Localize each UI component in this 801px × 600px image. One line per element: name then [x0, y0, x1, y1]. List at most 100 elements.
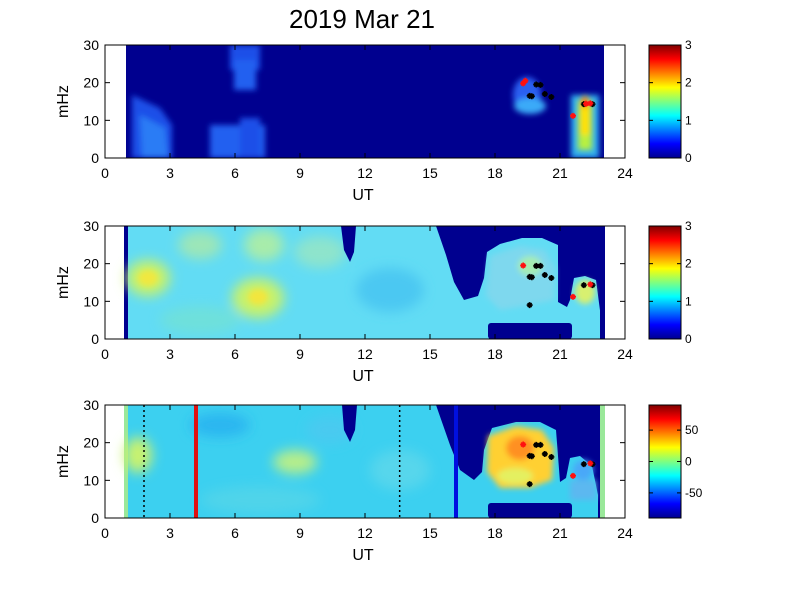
- panel-3-colorbar-tick-label: 50: [685, 423, 699, 437]
- panel-1-red-mark: [587, 100, 594, 107]
- panel-2-red-mark: [570, 293, 576, 300]
- panel-3-black-mark: [533, 441, 540, 448]
- panel-3-black-mark: [541, 450, 548, 457]
- panel-2-notch: [341, 226, 356, 262]
- panel-1-y-tick-label: 0: [91, 150, 99, 166]
- panel-2-colorbar-tick-label: 2: [685, 257, 692, 271]
- panel-2-black-mark: [526, 302, 533, 309]
- panel-3-axes: 0 3 6 9 12 15 18 21 24 0 10 20 30 UT mHz: [55, 397, 633, 564]
- panel-2-y-tick-label: 30: [83, 218, 99, 234]
- panel-1-colorbar: 0 1 2 3: [648, 38, 692, 165]
- panel-3-y-tick-label: 20: [83, 435, 99, 451]
- panel-3-black-mark: [526, 481, 533, 488]
- panel-3-x-axis-label: UT: [352, 547, 374, 564]
- panel-1-x-tick-label: 18: [487, 165, 503, 181]
- panel-2-black-mark: [537, 262, 544, 269]
- panel-2-red-mark: [587, 281, 594, 288]
- panel-2-colorbar-tick-label: 0: [685, 332, 692, 346]
- panel-2-black-mark: [548, 274, 555, 281]
- panel-3-y-tick-label: 30: [83, 397, 99, 413]
- panel-1-x-tick-label: 24: [617, 165, 633, 181]
- panel-1-x-tick-label: 3: [166, 165, 174, 181]
- panel-2-black-mark: [528, 274, 535, 281]
- panel-1-black-mark: [533, 81, 540, 88]
- panel-3-y-tick-label: 0: [91, 510, 99, 526]
- panel-1-y-tick-label: 20: [83, 75, 99, 91]
- panel-2-x-tick-label: 15: [422, 346, 438, 362]
- panel-3-x-tick-label: 0: [101, 525, 109, 541]
- panel-1-colorbar-gradient: [648, 44, 682, 159]
- panel-3-black-mark: [548, 453, 555, 460]
- panel-1-y-axis-label: mHz: [55, 85, 72, 118]
- panel-2-x-tick-label: 12: [357, 346, 373, 362]
- figure-title: 2019 Mar 21: [289, 4, 435, 34]
- panel-3-x-tick-label: 12: [357, 525, 373, 541]
- panel-1-x-tick-label: 6: [231, 165, 239, 181]
- panel-3-colorbar-tick-label: -50: [685, 486, 703, 500]
- panel-1-axes: 0 3 6 9 12 15 18 21 24 0 10 20 30 UT mHz: [55, 37, 633, 204]
- panel-2: [105, 226, 625, 339]
- panel-1-x-tick-label: 21: [552, 165, 568, 181]
- panel-3-black-mark: [537, 441, 544, 448]
- panel-2-y-tick-label: 0: [91, 331, 99, 347]
- panel-2-red-mark: [520, 262, 527, 269]
- panel-2-x-tick-label: 18: [487, 346, 503, 362]
- panel-1-colorbar-tick-label: 2: [685, 76, 692, 90]
- panel-2-x-tick-label: 24: [617, 346, 633, 362]
- panel-1-colorbar-tick-label: 3: [685, 38, 692, 52]
- panel-1-red-mark: [520, 80, 527, 87]
- panel-2-x-axis-label: UT: [352, 368, 374, 385]
- panel-2-black-mark: [533, 262, 540, 269]
- panel-2-heatmap: [105, 226, 625, 339]
- panel-3-colorbar: 50 0 -50: [648, 404, 703, 519]
- panel-2-y-tick-label: 20: [83, 256, 99, 272]
- panel-3-heatmap: [105, 405, 625, 518]
- panel-2-x-tick-label: 9: [296, 346, 304, 362]
- panel-1-black-mark: [528, 93, 535, 100]
- panel-3-red-mark: [520, 441, 527, 448]
- panel-3-black-mark: [580, 461, 587, 468]
- panel-1-colorbar-tick-label: 1: [685, 113, 692, 127]
- panel-3-notch: [342, 405, 357, 442]
- panel-3-black-mark: [528, 453, 535, 460]
- panel-3-red-mark: [570, 472, 576, 479]
- panel-3-colorbar-tick-label: 0: [685, 455, 692, 469]
- panel-2-blank-region: [436, 226, 603, 339]
- panel-2-axes: 0 3 6 9 12 15 18 21 24 0 10 20 30 UT mHz: [55, 218, 633, 385]
- panel-1-x-tick-label: 15: [422, 165, 438, 181]
- panel-2-x-tick-label: 6: [231, 346, 239, 362]
- panel-1-heatmap: [105, 45, 625, 158]
- panel-2-colorbar-tick-label: 1: [685, 294, 692, 308]
- panel-3-x-tick-label: 18: [487, 525, 503, 541]
- panel-3-x-tick-label: 3: [166, 525, 174, 541]
- panel-2-x-tick-label: 0: [101, 346, 109, 362]
- panel-3-x-tick-label: 24: [617, 525, 633, 541]
- panel-3-x-tick-label: 6: [231, 525, 239, 541]
- panel-1-red-mark: [583, 100, 589, 107]
- panel-1-x-tick-label: 9: [296, 165, 304, 181]
- panel-1-x-tick-label: 0: [101, 165, 109, 181]
- panel-2-colorbar: 0 1 2 3: [648, 219, 692, 346]
- panel-2-x-tick-label: 3: [166, 346, 174, 362]
- panel-2-colorbar-gradient: [648, 225, 682, 340]
- panel-1-x-tick-label: 12: [357, 165, 373, 181]
- panel-1-black-mark: [548, 93, 555, 100]
- panel-3-x-tick-label: 15: [422, 525, 438, 541]
- panel-1-x-axis-label: UT: [352, 187, 374, 204]
- panel-2-black-mark: [580, 282, 587, 289]
- panel-1-y-tick-label: 30: [83, 37, 99, 53]
- panel-3: [105, 405, 625, 518]
- panel-1-red-mark: [522, 77, 529, 84]
- panel-1: [105, 45, 625, 158]
- panel-2-x-tick-label: 21: [552, 346, 568, 362]
- panel-1-y-tick-label: 10: [83, 112, 99, 128]
- panel-3-y-tick-label: 10: [83, 472, 99, 488]
- panel-3-colorbar-gradient: [648, 404, 682, 519]
- panel-1-black-mark: [537, 81, 544, 88]
- panel-1-black-mark: [541, 90, 548, 97]
- panel-3-x-tick-label: 21: [552, 525, 568, 541]
- panel-1-colorbar-tick-label: 0: [685, 151, 692, 165]
- panel-3-x-tick-label: 9: [296, 525, 304, 541]
- panel-1-red-mark: [570, 112, 576, 119]
